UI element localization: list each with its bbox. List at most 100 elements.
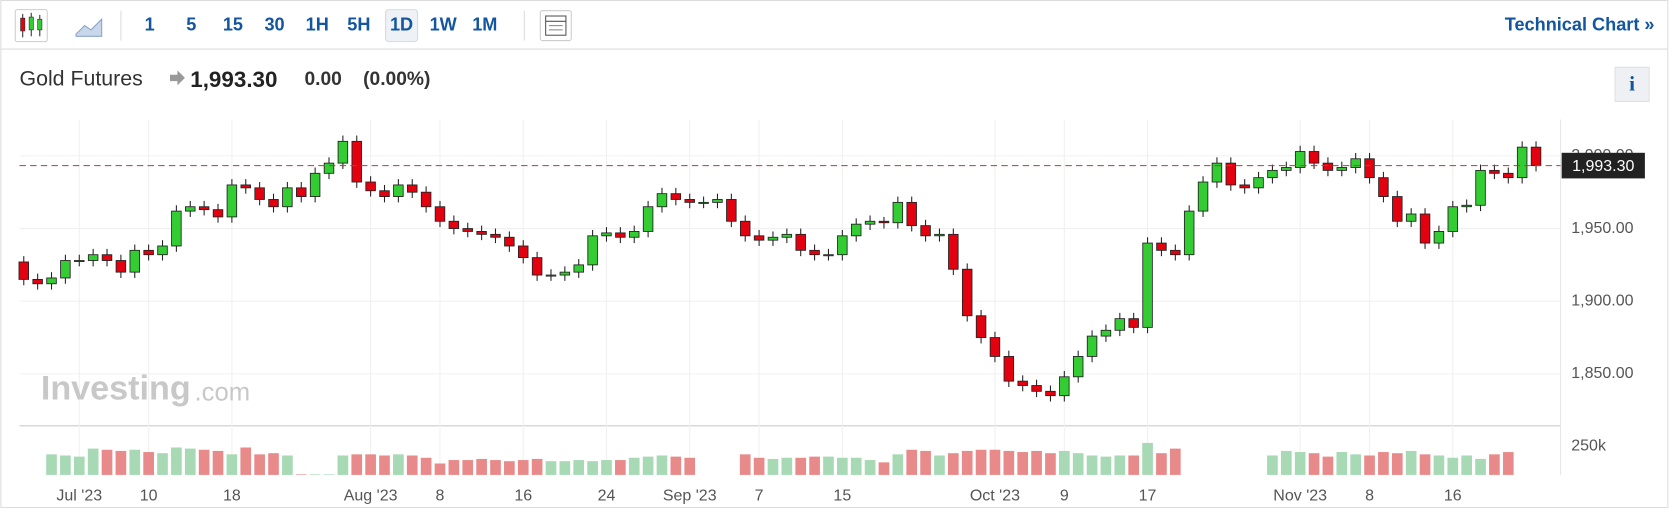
candle-body — [1072, 356, 1084, 378]
volume-bar — [1267, 455, 1278, 475]
x-tick-label: Aug '23 — [344, 487, 398, 504]
volume-bar — [198, 449, 210, 475]
candle-body — [60, 260, 71, 279]
info-label[interactable]: i — [1629, 71, 1635, 95]
x-tick-label: 15 — [833, 487, 851, 504]
candle-body — [1475, 169, 1486, 206]
volume-bar — [878, 462, 890, 475]
interval-button[interactable]: 5 — [186, 14, 196, 34]
candle-body — [1419, 213, 1431, 244]
candle-body — [448, 220, 460, 229]
candle-body — [531, 257, 543, 276]
y-tick-label: 1,850.00 — [1571, 365, 1633, 382]
volume-bar — [226, 454, 238, 475]
volume-bar — [1336, 452, 1348, 475]
candle-body — [1364, 158, 1375, 179]
candle-body — [1461, 204, 1472, 208]
volume-bar — [601, 460, 612, 475]
interval-button[interactable]: 1M — [472, 14, 497, 34]
volume-bar — [46, 454, 57, 475]
candle-body — [545, 274, 557, 277]
volume-bar — [1142, 442, 1153, 475]
volume-bar — [1128, 455, 1140, 475]
candle-body — [767, 236, 779, 241]
candle-body — [1253, 177, 1264, 189]
x-tick-label: 10 — [140, 487, 158, 504]
candle-body — [337, 140, 349, 164]
candle-body — [975, 315, 987, 338]
volume-bar — [1502, 452, 1514, 475]
candle-body — [726, 199, 737, 222]
candle-body — [1503, 172, 1514, 179]
candle-body — [809, 249, 820, 256]
watermark-suffix: .com — [195, 379, 251, 407]
interval-button[interactable]: 15 — [223, 14, 243, 34]
volume-bar — [1350, 454, 1362, 475]
volume-bar — [989, 449, 1001, 475]
volume-bar — [1489, 454, 1500, 475]
candle-body — [46, 277, 57, 285]
volume-bar — [934, 455, 945, 475]
volume-bar — [240, 447, 252, 475]
volume-bar — [961, 450, 973, 475]
candle-body — [462, 228, 473, 232]
interval-button[interactable]: 1H — [306, 14, 329, 34]
volume-bar — [864, 460, 876, 475]
x-tick-label: 16 — [1444, 487, 1462, 504]
volume-bar — [1419, 454, 1431, 475]
candle-body — [198, 206, 210, 211]
volume-bar — [448, 460, 460, 475]
interval-button[interactable]: 30 — [264, 14, 284, 34]
candle-body — [1156, 242, 1167, 251]
volume-bar — [129, 449, 141, 475]
candle-body — [961, 268, 973, 317]
volume-tick-label: 250k — [1571, 438, 1607, 455]
candle-body — [1100, 329, 1112, 337]
volume-bar — [268, 453, 279, 475]
candle-body — [1183, 210, 1195, 256]
volume-bar — [1280, 450, 1292, 475]
candle-body — [559, 271, 571, 276]
volume-bar — [1156, 453, 1167, 475]
x-tick-label: Oct '23 — [970, 487, 1020, 504]
candle-body — [74, 260, 85, 263]
candle-body — [407, 184, 418, 193]
candle-body — [739, 220, 751, 237]
volume-bar — [615, 460, 626, 475]
area-icon[interactable] — [75, 17, 103, 37]
volume-bar — [1045, 453, 1056, 475]
volume-bar — [1461, 455, 1472, 475]
technical-chart-link[interactable]: Technical Chart » — [1505, 14, 1655, 34]
volume-bar — [795, 457, 807, 475]
volume-bar — [1058, 450, 1070, 475]
interval-button[interactable]: 5H — [347, 14, 370, 34]
volume-bar — [115, 450, 127, 475]
x-tick-label: 24 — [598, 487, 616, 504]
candle-body — [1114, 318, 1126, 331]
interval-button[interactable]: 1D — [390, 14, 413, 34]
candle-body — [1447, 206, 1459, 232]
candle-icon[interactable] — [14, 9, 48, 43]
info-button[interactable] — [1614, 66, 1650, 102]
watermark: Investing .com — [41, 370, 250, 408]
candle-body — [1378, 177, 1389, 197]
candle-body — [351, 140, 362, 183]
interval-button[interactable]: 1 — [145, 14, 155, 34]
interval-button[interactable]: 1W — [430, 14, 458, 34]
volume-bar — [1072, 453, 1084, 475]
candle-body — [920, 225, 931, 237]
volume-bar — [670, 456, 682, 475]
layout-icon[interactable] — [539, 10, 572, 42]
volume-bar — [559, 461, 571, 475]
candle-body — [240, 184, 251, 189]
candle-body — [753, 235, 765, 241]
volume-bar — [753, 457, 765, 475]
volume-bar — [656, 455, 668, 475]
candle-body — [212, 209, 224, 218]
volume-bar — [504, 461, 515, 475]
x-tick-label: Nov '23 — [1273, 487, 1327, 504]
x-tick-label: 7 — [755, 487, 764, 504]
x-tick-label: 8 — [1365, 487, 1374, 504]
volume-bar — [143, 452, 154, 475]
